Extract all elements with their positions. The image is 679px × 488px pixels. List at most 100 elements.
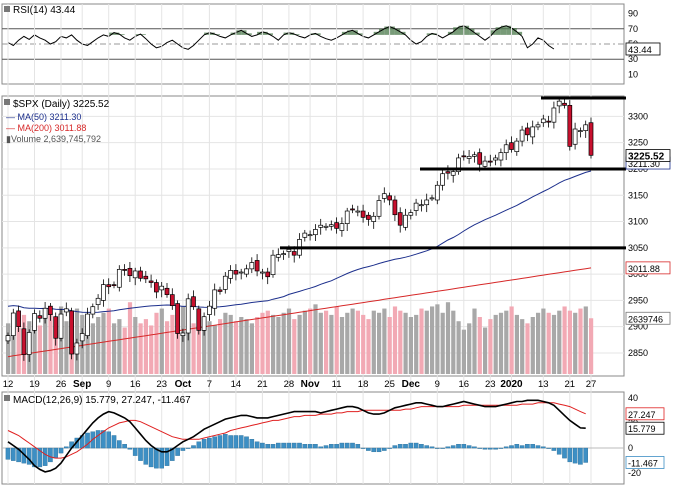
- volume-bar: [249, 323, 254, 374]
- x-tick-label: 9: [106, 379, 111, 390]
- volume-bar: [525, 323, 530, 374]
- macd-histogram-bar: [26, 447, 32, 465]
- volume-bar: [53, 319, 58, 374]
- rsi-y-tick-label: 10: [628, 69, 638, 79]
- x-tick-label: 23: [156, 379, 167, 390]
- rsi-y-tick-label: 90: [628, 9, 638, 19]
- candle-body: [95, 297, 101, 305]
- macd-y-tick-label: 40: [628, 393, 638, 403]
- candle-body: [376, 200, 382, 217]
- macd-histogram-bar: [450, 445, 456, 449]
- volume-bar: [292, 319, 297, 374]
- macd-histogram-bar: [403, 444, 408, 449]
- candle-body: [371, 215, 377, 222]
- volume-bar: [159, 308, 164, 374]
- macd-histogram-bar: [307, 444, 313, 449]
- macd-histogram-bar: [175, 447, 180, 456]
- macd-histogram-bar: [477, 447, 483, 449]
- candle-body: [413, 202, 419, 211]
- macd-histogram-bar: [456, 444, 461, 449]
- volume-bar: [573, 312, 578, 374]
- macd-histogram-bar: [185, 447, 191, 449]
- rsi-overbought-fill: [140, 34, 146, 35]
- candle-body: [116, 269, 122, 288]
- candle-body: [233, 270, 239, 275]
- volume-bar: [498, 312, 504, 374]
- candle-body: [387, 195, 392, 201]
- volume-bar: [551, 314, 557, 374]
- volume-bar: [451, 310, 456, 374]
- volume-bar: [514, 314, 519, 374]
- volume-bar: [361, 314, 366, 374]
- macd-histogram-bar: [556, 447, 562, 455]
- macd-histogram-bar: [48, 447, 53, 463]
- volume-bar: [493, 314, 498, 374]
- macd-histogram-bar: [116, 440, 122, 449]
- candle-body: [583, 124, 589, 131]
- rsi-overbought-fill: [469, 28, 475, 35]
- macd-histogram-bar: [435, 447, 440, 449]
- macd-histogram-bar: [466, 445, 472, 449]
- macd-histogram-bar: [291, 442, 297, 449]
- macd-histogram-bar: [371, 447, 377, 453]
- volume-bar: [16, 327, 21, 374]
- volume-bar: [85, 319, 90, 374]
- volume-bar: [329, 314, 334, 374]
- volume-bar: [276, 317, 281, 374]
- volume-bar: [207, 321, 212, 374]
- macd-histogram-bar: [63, 446, 69, 449]
- volume-bar: [567, 310, 572, 374]
- macd-histogram-bar: [201, 439, 207, 449]
- macd-histogram-bar: [509, 445, 514, 449]
- candle-body: [556, 100, 562, 107]
- macd-histogram-bar: [445, 446, 451, 449]
- macd-histogram-bar: [138, 447, 143, 461]
- price-y-tick-label: 3050: [628, 243, 648, 253]
- volume-bar: [377, 312, 382, 374]
- volume-bar: [398, 310, 403, 374]
- rsi-y-tick-label: 70: [628, 24, 638, 34]
- candle-body: [58, 313, 64, 339]
- volume-bar: [90, 323, 95, 374]
- volume-bar: [308, 308, 313, 374]
- macd-histogram-bar: [5, 447, 11, 460]
- volume-bar: [11, 319, 16, 374]
- volume-bar: [477, 317, 482, 374]
- price-title-text: $SPX (Daily) 3225.52: [13, 99, 110, 110]
- candle-body: [535, 124, 541, 128]
- x-tick-label: 2020: [500, 379, 523, 390]
- macd-histogram-bar: [334, 444, 339, 449]
- volume-bar: [456, 321, 461, 374]
- macd-histogram-bar: [429, 446, 435, 449]
- macd-histogram-bar: [249, 439, 255, 449]
- candle-body: [63, 308, 69, 313]
- candle-body: [530, 126, 536, 138]
- volume-bar: [472, 308, 477, 374]
- macd-histogram-bar: [164, 447, 170, 466]
- volume-bar: [186, 319, 191, 374]
- ma50-line: [7, 170, 592, 313]
- candle-body: [10, 312, 16, 336]
- macd-histogram-bar: [323, 445, 329, 449]
- candle-body: [323, 225, 329, 228]
- macd-histogram-bar: [228, 435, 233, 449]
- macd-histogram-bar: [191, 445, 196, 449]
- macd-value-box: [625, 421, 665, 435]
- macd-histogram-value: -11.467: [628, 458, 658, 468]
- macd-histogram-bar: [461, 444, 467, 449]
- candle-body: [482, 160, 488, 167]
- rsi-line: [7, 25, 555, 50]
- macd-histogram-bar: [366, 447, 371, 451]
- candle-body: [578, 130, 583, 132]
- candle-body: [466, 156, 472, 159]
- volume-bar: [196, 314, 201, 374]
- volume-bar: [578, 308, 583, 374]
- candle-body: [525, 127, 530, 136]
- candle-body: [339, 223, 345, 231]
- macd-histogram-bar: [32, 447, 37, 468]
- volume-bar: [297, 314, 302, 374]
- candle-body: [509, 142, 514, 150]
- candle-body: [334, 222, 339, 229]
- candle-body: [222, 275, 228, 290]
- candle-body: [270, 254, 276, 275]
